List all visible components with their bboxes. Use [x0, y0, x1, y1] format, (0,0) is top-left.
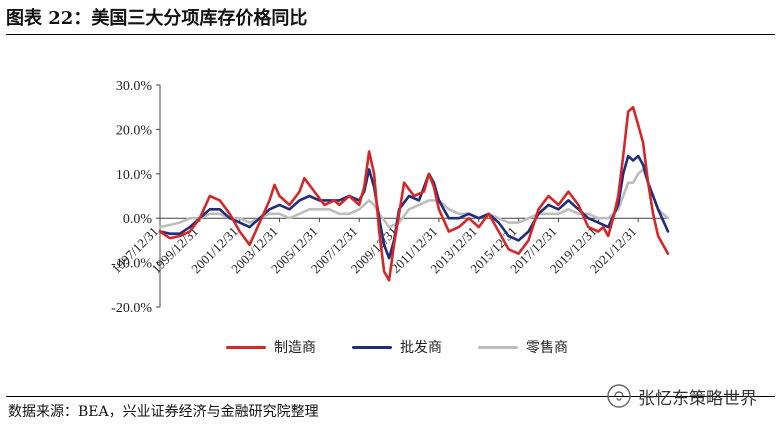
- watermark-text: 张忆东策略世界: [638, 388, 757, 409]
- legend-item-retail: 零售商: [478, 337, 568, 357]
- legend-label-manufacturing: 制造商: [274, 340, 316, 356]
- figure-title-text: 图表 22：美国三大分项库存价格同比: [6, 8, 308, 29]
- y-tick-label: -20.0%: [111, 301, 152, 316]
- legend-item-wholesale: 批发商: [352, 337, 442, 357]
- legend-label-wholesale: 批发商: [400, 340, 442, 356]
- y-tick-label: -10.0%: [111, 257, 152, 272]
- legend-label-retail: 零售商: [526, 340, 568, 356]
- legend-swatch-retail: [478, 345, 518, 349]
- y-tick-label: 30.0%: [116, 79, 153, 94]
- footer-divider: [6, 396, 775, 397]
- header-divider: [6, 34, 775, 35]
- legend-swatch-wholesale: [352, 345, 392, 349]
- y-tick-label: 20.0%: [116, 123, 153, 138]
- source-note: 数据来源：BEA，兴业证券经济与金融研究院整理: [8, 404, 319, 420]
- legend-item-manufacturing: 制造商: [226, 337, 316, 357]
- y-tick-label: 0.0%: [123, 212, 153, 227]
- watermark: 张忆东策略世界: [606, 383, 757, 409]
- chart-legend: 制造商 批发商 零售商: [226, 337, 568, 357]
- figure-title: 图表 22：美国三大分项库存价格同比: [6, 4, 307, 30]
- wechat-icon: [607, 384, 631, 408]
- series-line-manufacturing: [158, 105, 670, 282]
- y-tick-label: 10.0%: [116, 168, 153, 183]
- legend-swatch-manufacturing: [226, 345, 266, 349]
